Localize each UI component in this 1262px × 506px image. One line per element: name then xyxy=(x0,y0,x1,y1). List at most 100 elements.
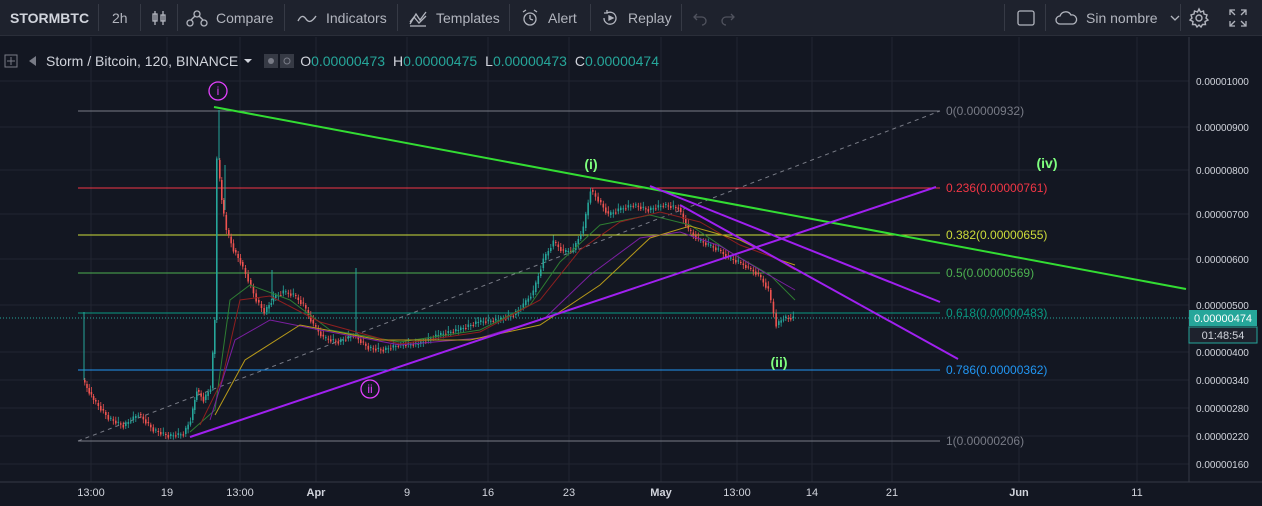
candle-body xyxy=(252,286,255,294)
candle-body xyxy=(567,251,570,252)
candle-body xyxy=(221,180,223,200)
candle-body xyxy=(300,300,302,304)
time-axis[interactable]: 13:00 19 13:00 Apr 9 16 23 May 13:00 14 21 Jun 11 xyxy=(77,487,1142,499)
candle-body xyxy=(672,205,675,207)
eye-icon[interactable] xyxy=(264,54,279,68)
candle-body xyxy=(270,303,273,305)
wave-label: (ii) xyxy=(770,354,787,370)
fib-trend-line xyxy=(77,110,941,442)
templates-button[interactable]: Templates xyxy=(408,0,500,35)
candle-body xyxy=(196,391,198,400)
candle-body xyxy=(402,344,405,346)
candle-body xyxy=(535,282,537,292)
trendlines[interactable] xyxy=(189,106,1187,438)
candle-body xyxy=(552,240,555,247)
candle-body xyxy=(198,390,200,392)
candle-body xyxy=(660,205,662,207)
price-chart[interactable]: 0(0.00000932) 0.236(0.00000761) 0.382(0.00… xyxy=(0,36,1262,506)
candle-body xyxy=(295,295,297,296)
chart-legend: Storm / Bitcoin, 120, BINANCE O 0.0000047… xyxy=(4,50,659,72)
candle-body xyxy=(550,248,552,251)
replay-button[interactable]: Replay xyxy=(600,0,672,35)
candle-body xyxy=(545,254,547,260)
last-price-label: 0.00000474 01:48:54 xyxy=(1188,310,1258,344)
collapse-arrow-icon[interactable] xyxy=(26,54,38,68)
candle-body xyxy=(258,300,260,303)
candle-body xyxy=(742,263,745,265)
caret-down-icon[interactable] xyxy=(242,55,254,67)
compare-button[interactable]: Compare xyxy=(186,0,274,35)
candle-body xyxy=(165,434,167,435)
redo-button[interactable] xyxy=(720,0,736,35)
candle-body xyxy=(102,409,105,411)
candle-body xyxy=(412,344,415,346)
candle-body xyxy=(112,419,115,421)
alert-button[interactable]: Alert xyxy=(520,0,577,35)
candle-body xyxy=(392,345,395,348)
high-label: H xyxy=(393,53,404,69)
gear-small-icon[interactable] xyxy=(280,54,295,68)
candle-body xyxy=(492,320,495,322)
candle-body xyxy=(242,262,244,267)
candle-body xyxy=(532,290,535,296)
candle-body xyxy=(662,205,665,207)
settings-button[interactable] xyxy=(1188,0,1210,35)
candle-body xyxy=(182,434,185,436)
candle-body xyxy=(525,300,527,305)
wave-label: (iv) xyxy=(1037,155,1058,171)
candle-body xyxy=(385,347,387,350)
candle-body xyxy=(263,308,265,314)
maximize-button[interactable] xyxy=(1228,0,1248,35)
candle-body xyxy=(180,434,182,436)
candle-body xyxy=(582,226,585,234)
symbol-search-button[interactable]: STORMBTC xyxy=(10,0,89,35)
candle-body xyxy=(177,433,180,435)
series-title[interactable]: Storm / Bitcoin, 120, BINANCE xyxy=(46,53,239,69)
candle-body xyxy=(370,346,372,348)
candlestick-series xyxy=(83,110,795,440)
candle-body xyxy=(665,204,667,205)
price-tick: 0.00000280 xyxy=(1196,404,1249,415)
candle-body xyxy=(340,339,342,342)
candle-body xyxy=(580,235,582,239)
candle-body xyxy=(110,417,112,419)
candle-body xyxy=(237,254,239,258)
time-tick: Jun xyxy=(1009,487,1029,499)
candle-body xyxy=(730,257,732,259)
price-axis[interactable]: 0.00001000 0.00000900 0.00000800 0.00000700… xyxy=(1196,77,1249,471)
candle-body xyxy=(760,275,762,278)
chart-type-button[interactable] xyxy=(150,0,168,35)
candle-body xyxy=(622,208,625,210)
templates-label: Templates xyxy=(436,9,500,26)
save-layout-button[interactable]: Sin nombre xyxy=(1054,0,1182,35)
candle-body xyxy=(792,316,795,318)
candle-body xyxy=(715,247,717,251)
candle-body xyxy=(512,315,515,317)
candle-body xyxy=(447,331,450,334)
candle-body xyxy=(372,348,375,350)
fibonacci-retracement[interactable]: 0(0.00000932) 0.236(0.00000761) 0.382(0.00… xyxy=(0,104,1189,448)
compare-icon xyxy=(186,9,208,27)
fib-level-label: 0.382(0.00000655) xyxy=(946,228,1047,242)
candle-body xyxy=(405,344,407,347)
cloud-icon xyxy=(1055,10,1078,25)
low-label: L xyxy=(485,53,493,69)
candles-icon xyxy=(152,10,166,25)
candle-body xyxy=(530,296,532,299)
time-tick: 13:00 xyxy=(226,487,254,499)
trendline-support xyxy=(189,186,937,438)
candle-body xyxy=(250,280,252,286)
fullscreen-toggle-button[interactable] xyxy=(1016,0,1036,35)
candle-body xyxy=(290,293,292,296)
candle-body xyxy=(778,321,780,325)
candle-body xyxy=(720,250,722,251)
indicators-button[interactable]: Indicators xyxy=(296,0,387,35)
candle-body xyxy=(642,206,645,208)
elliott-wave-labels[interactable]: iii(i)(ii)(iv) xyxy=(208,81,1058,399)
undo-button[interactable] xyxy=(692,0,708,35)
candle-body xyxy=(95,400,97,402)
interval-button[interactable]: 2h xyxy=(112,0,128,35)
wave-label-circle xyxy=(360,379,380,399)
gear-icon xyxy=(1188,6,1210,28)
plus-square-icon[interactable] xyxy=(4,54,18,68)
